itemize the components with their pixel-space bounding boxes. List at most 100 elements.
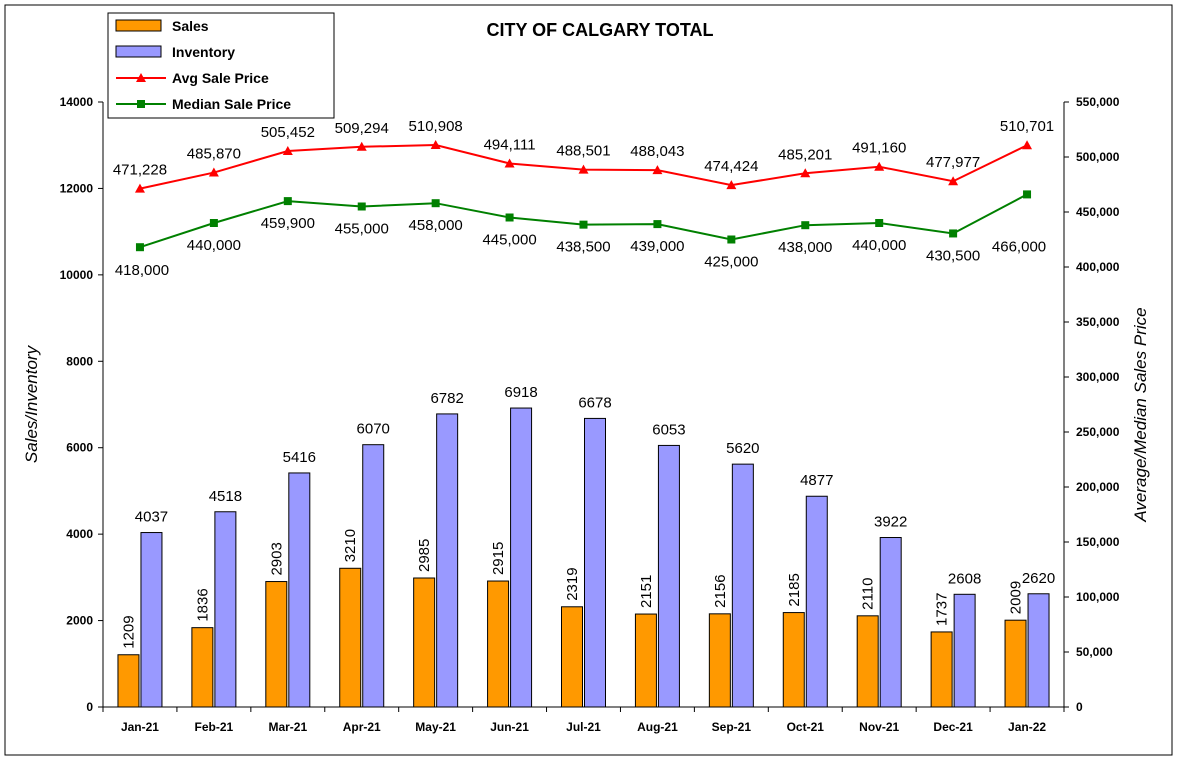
right-tick-label: 150,000 xyxy=(1076,535,1120,549)
median-sale-price-marker xyxy=(579,220,588,229)
median-sale-price-data-label: 438,000 xyxy=(778,239,832,256)
avg-sale-price-marker xyxy=(356,141,367,151)
right-tick-label: 400,000 xyxy=(1076,260,1120,274)
inventory-data-label: 5620 xyxy=(726,440,759,457)
inventory-bar xyxy=(953,593,976,708)
median-sale-price-marker xyxy=(357,202,366,211)
inventory-bar xyxy=(362,444,385,708)
avg-sale-price-data-label: 471,228 xyxy=(113,162,167,179)
legend-swatch-inventory xyxy=(115,45,162,58)
median-sale-price-marker xyxy=(801,221,810,230)
median-sale-price-data-label: 455,000 xyxy=(335,221,389,238)
median-sale-price-data-label: 438,500 xyxy=(556,239,610,256)
inventory-bar xyxy=(1027,593,1050,708)
avg-sale-price-data-label: 494,111 xyxy=(484,136,536,153)
x-tick-label: Apr-21 xyxy=(343,720,381,734)
avg-sale-price-marker xyxy=(208,167,219,177)
x-tick-label: Sep-21 xyxy=(712,720,752,734)
x-tick-label: Mar-21 xyxy=(268,720,307,734)
x-tick-label: Oct-21 xyxy=(787,720,825,734)
left-tick-label: 6000 xyxy=(66,441,93,455)
left-tick-label: 2000 xyxy=(66,614,93,628)
inventory-data-label: 6070 xyxy=(357,421,390,438)
left-tick-label: 12000 xyxy=(60,181,94,195)
x-tick-label: Nov-21 xyxy=(859,720,899,734)
median-sale-price-marker xyxy=(949,229,958,238)
avg-sale-price-data-label: 477,977 xyxy=(926,154,980,171)
avg-sale-price-marker xyxy=(578,164,589,174)
inventory-data-label: 4877 xyxy=(800,472,833,489)
legend-label-inventory: Inventory xyxy=(172,44,235,60)
y-axis-label: Sales/Inventory xyxy=(22,344,41,463)
avg-sale-price-marker xyxy=(282,146,293,156)
right-tick-label: 0 xyxy=(1076,700,1083,714)
avg-sale-price-data-label: 505,452 xyxy=(261,124,315,141)
sales-bar xyxy=(487,580,510,708)
x-tick-label: Aug-21 xyxy=(637,720,678,734)
median-sale-price-marker xyxy=(431,199,440,208)
inventory-data-label: 2620 xyxy=(1022,570,1055,587)
median-sale-price-marker xyxy=(135,243,144,252)
inventory-data-label: 6918 xyxy=(504,384,537,401)
left-tick-label: 0 xyxy=(86,700,93,714)
left-tick-label: 4000 xyxy=(66,527,93,541)
inventory-data-label: 3922 xyxy=(874,514,907,531)
inventory-bar xyxy=(731,463,754,708)
right-tick-label: 350,000 xyxy=(1076,315,1120,329)
avg-sale-price-marker xyxy=(134,183,145,193)
sales-data-label: 1737 xyxy=(934,593,951,626)
legend-swatch-sales xyxy=(115,19,162,32)
avg-sale-price-marker xyxy=(948,176,959,186)
median-sale-price-data-label: 425,000 xyxy=(704,254,758,271)
avg-sale-price-data-label: 474,424 xyxy=(704,158,758,175)
inventory-bar xyxy=(436,413,459,708)
median-sale-price-marker xyxy=(875,219,884,227)
inventory-data-label: 6678 xyxy=(578,394,611,411)
inventory-data-label: 4518 xyxy=(209,488,242,505)
sales-bar xyxy=(782,612,805,708)
x-tick-label: Jun-21 xyxy=(490,720,529,734)
median-sale-price-marker xyxy=(727,235,736,244)
inventory-data-label: 6053 xyxy=(652,421,685,438)
sales-data-label: 2009 xyxy=(1008,581,1025,614)
sales-bar xyxy=(265,581,288,708)
avg-sale-price-data-label: 488,501 xyxy=(556,143,610,160)
inventory-data-label: 5416 xyxy=(283,449,316,466)
sales-bar xyxy=(339,567,362,708)
avg-sale-price-data-label: 491,160 xyxy=(852,140,906,157)
sales-data-label: 2985 xyxy=(416,539,433,572)
sales-data-label: 2319 xyxy=(564,567,581,600)
legend-label-median-sale-price: Median Sale Price xyxy=(172,96,291,112)
avg-sale-price-marker xyxy=(430,140,441,150)
inventory-bar xyxy=(510,407,533,708)
inventory-data-label: 2608 xyxy=(948,570,981,587)
median-sale-price-data-label: 459,900 xyxy=(261,215,315,232)
legend-marker-avg-sale-price xyxy=(136,73,146,82)
sales-bar xyxy=(1004,619,1027,708)
x-tick-label: Jul-21 xyxy=(566,720,601,734)
sales-bar xyxy=(930,631,953,708)
x-tick-label: Feb-21 xyxy=(195,720,234,734)
inventory-data-label: 6782 xyxy=(430,390,463,407)
left-tick-label: 10000 xyxy=(60,268,94,282)
sales-data-label: 3210 xyxy=(342,529,359,562)
sales-data-label: 2915 xyxy=(490,542,507,575)
inventory-bar xyxy=(584,417,606,708)
right-tick-label: 550,000 xyxy=(1076,95,1120,109)
inventory-bar xyxy=(879,537,902,708)
median-sale-price-data-label: 439,000 xyxy=(630,238,684,255)
chart-title: CITY OF CALGARY TOTAL xyxy=(486,20,713,40)
legend-marker-median-sale-price xyxy=(137,100,145,108)
right-tick-label: 300,000 xyxy=(1076,370,1120,384)
right-tick-label: 100,000 xyxy=(1076,590,1120,604)
sales-data-label: 2151 xyxy=(638,575,655,608)
inventory-bar xyxy=(657,444,680,708)
median-sale-price-data-label: 418,000 xyxy=(115,262,169,279)
avg-sale-price-data-label: 510,701 xyxy=(1000,118,1054,135)
avg-sale-price-marker xyxy=(874,161,885,171)
legend-label-sales: Sales xyxy=(172,18,209,34)
right-tick-label: 50,000 xyxy=(1076,645,1113,659)
inventory-bar xyxy=(214,511,237,708)
avg-sale-price-marker xyxy=(652,165,663,175)
